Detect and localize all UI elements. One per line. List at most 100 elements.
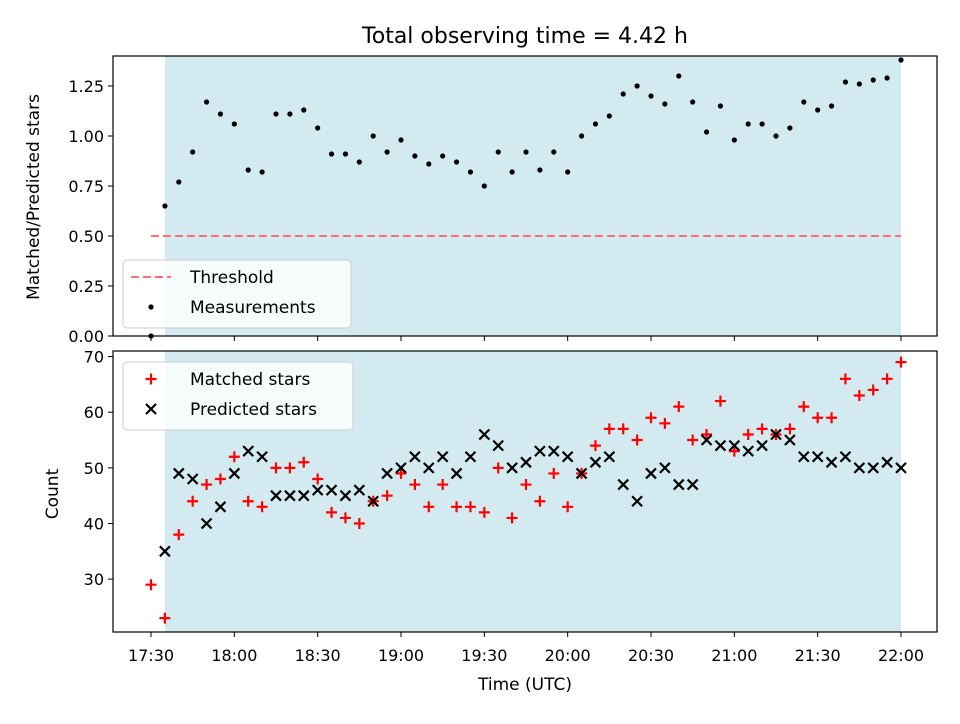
matched-star-point [506,512,518,524]
matched-star-point [298,456,310,468]
measurement-point [537,167,543,173]
x-tick-label: 21:30 [795,646,841,665]
x-tick-label: 20:30 [628,646,674,665]
predicted-star-point [561,450,574,463]
measurement-point [773,133,779,139]
predicted-star-point [186,473,199,485]
y-tick-label: 0.50 [68,227,104,246]
measurement-point [440,153,446,159]
predicted-star-point [395,462,407,474]
axes-frame [112,350,938,633]
measurement-point [731,137,737,143]
matched-star-point [145,373,157,385]
matched-star-point [256,501,268,513]
predicted-star-point [423,462,435,474]
matched-star-point [589,440,601,452]
measurement-point [148,304,154,310]
predicted-star-point [700,434,713,446]
bottom-y-axis-label: Count [43,468,63,519]
measurement-point [509,169,515,175]
matched-star-point [312,473,324,485]
matched-star-point [645,412,657,424]
predicted-star-point [756,439,768,452]
matched-star-point [617,423,629,435]
predicted-star-point [603,450,616,463]
measurement-point [190,149,196,155]
matched-star-point [159,612,171,624]
predicted-star-point [714,439,727,452]
measurement-point [620,91,626,97]
predicted-star-point [228,467,241,480]
measurement-point [690,99,696,105]
matched-star-point [173,529,185,541]
measurement-point [759,121,765,127]
axes-frame [112,55,938,337]
measurement-point [815,107,821,113]
predicted-star-point [506,462,518,474]
x-tick-label: 17:30 [128,646,174,665]
matched-star-point [673,401,685,413]
predicted-star-point [548,445,560,457]
matched-star-point [201,479,213,491]
predicted-star-point [270,489,282,502]
matched-star-point [534,495,546,507]
predicted-star-point [145,403,157,415]
matched-star-point [826,412,838,424]
measurement-point [245,167,251,173]
predicted-star-point [492,439,504,452]
matched-star-point [603,423,615,435]
matched-star-point [853,390,865,402]
predicted-star-point [284,489,296,502]
predicted-star-point [686,478,699,491]
measurement-point [217,111,224,117]
predicted-star-point [242,445,254,457]
matched-star-point [784,423,796,435]
measurement-point [453,159,460,165]
measurement-point [162,203,168,209]
matched-star-point [895,356,907,368]
measurement-point [828,103,835,109]
predicted-star-point [645,467,657,480]
matched-star-point [451,501,463,513]
predicted-star-point [867,462,879,474]
matched-star-point [423,501,435,513]
measurement-point [259,169,265,175]
y-tick-label: 60 [84,403,104,422]
measurement-point [342,151,349,157]
predicted-star-point [784,434,796,446]
measurement-point [634,83,640,89]
predicted-star-point [575,467,588,480]
measurement-point [717,103,724,109]
measurement-point [384,149,390,155]
matched-star-point [839,373,851,385]
predicted-star-point [673,478,685,491]
y-tick-label: 40 [84,514,104,533]
matched-star-point [270,462,282,474]
matched-star-point [214,473,226,485]
predicted-star-point [256,450,268,463]
x-tick-label: 19:00 [378,646,424,665]
predicted-star-point [853,462,866,474]
matched-star-point [798,401,810,413]
measurement-point [426,161,432,167]
measurement-point [523,149,529,155]
matched-star-point [437,479,449,491]
matched-star-point [464,501,476,513]
measurement-point [467,169,474,175]
predicted-star-point [839,450,852,463]
legend-box [122,259,352,329]
measurement-point [203,99,210,105]
matched-star-point [728,445,740,457]
predicted-star-point [381,467,393,480]
measurement-point [551,149,557,155]
top-panel: 0.00 0.25 0.50 0.75 1.00 1.25 Threshold Measure… [68,55,938,346]
matched-star-point [520,479,532,491]
predicted-star-point [659,462,671,474]
predicted-star-point [742,445,754,457]
predicted-star-point [811,450,824,463]
matched-star-point [867,384,879,396]
measurement-point [328,151,335,157]
matched-star-point [381,490,393,502]
y-tick-label: 0.25 [68,277,104,296]
y-tick-label: 1.25 [68,77,104,96]
